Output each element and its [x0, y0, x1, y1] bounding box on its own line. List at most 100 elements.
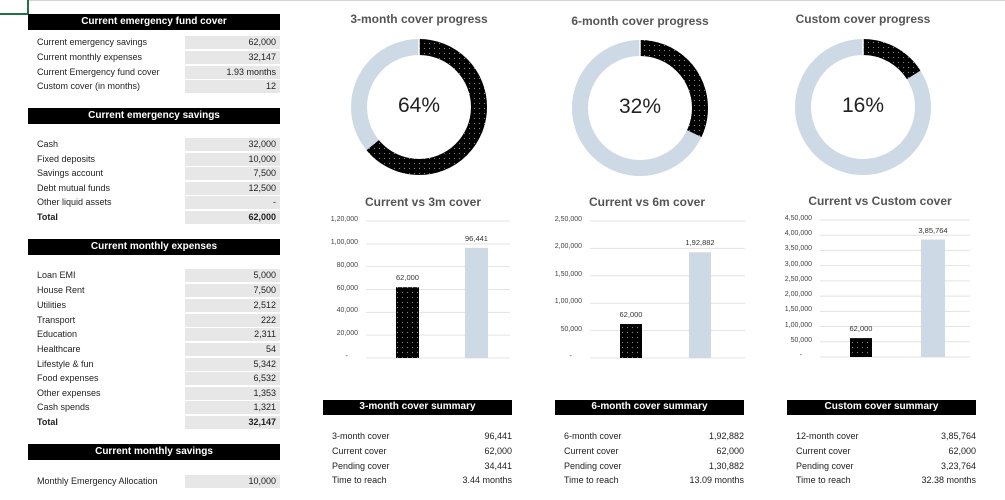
summary-row: Time to reach 32.38 months [796, 474, 976, 487]
y-tick-label: 4,50,000 [784, 215, 812, 222]
summary-label: Pending cover [332, 461, 390, 471]
summary-value[interactable]: 32.38 months [921, 475, 976, 485]
summary-row: Current cover 62,000 [332, 445, 512, 458]
row-value-cell[interactable]: 7,500 [185, 284, 280, 297]
summary-row: 12-month cover 3,85,764 [796, 430, 976, 443]
y-tick-label: 3,00,000 [784, 260, 812, 268]
summary-value[interactable]: 1,30,882 [708, 461, 744, 471]
summary-row: Pending cover 3,23,764 [796, 460, 976, 473]
total-label: Total [37, 417, 58, 427]
summary-value[interactable]: 3,23,764 [940, 461, 976, 471]
total-value-cell[interactable]: 32,147 [185, 416, 280, 429]
row-value-cell[interactable]: 5,000 [185, 269, 280, 282]
y-tick-label: 2,50,000 [784, 275, 812, 283]
bar-chart-title: Current vs 6m cover [588, 195, 706, 209]
summary-header: 6-month cover summary [555, 400, 744, 415]
bar-current [396, 287, 419, 358]
row-value-cell[interactable]: 12 [185, 80, 280, 93]
row-label: Healthcare [37, 344, 81, 354]
summary-row: Time to reach 13.09 months [564, 474, 744, 487]
summary-value[interactable]: 62,000 [948, 446, 976, 456]
row-label: Lifestyle & fun [37, 359, 94, 369]
table-row: Current Emergency fund cover 1.93 months [37, 66, 280, 79]
row-label: Debt mutual funds [37, 183, 111, 193]
row-label: Other expenses [37, 388, 101, 398]
row-value-cell[interactable]: 54 [185, 343, 280, 356]
summary-value[interactable]: 62,000 [484, 446, 512, 456]
row-label: Food expenses [37, 373, 99, 383]
donut-percent-label: 16% [841, 94, 885, 117]
grid-line [29, 0, 1005, 1]
bar-value-label: 62,000 [619, 310, 643, 320]
row-value-cell[interactable]: 1.93 months [185, 66, 280, 79]
summary-header: Custom cover summary [787, 400, 976, 415]
row-value-cell[interactable]: 32,147 [185, 51, 280, 64]
row-value-cell[interactable]: 10,000 [185, 475, 280, 488]
row-value-cell[interactable]: 32,000 [185, 138, 280, 151]
row-label: Utilities [37, 300, 67, 310]
summary-label: 3-month cover [332, 431, 390, 441]
row-value-cell[interactable]: 5,342 [185, 358, 280, 371]
bar-current [850, 338, 872, 357]
row-value-cell[interactable]: 6,532 [185, 372, 280, 385]
table-row: Savings account 7,500 [37, 167, 280, 180]
summary-row: Pending cover 1,30,882 [564, 460, 744, 473]
table-row: Current emergency savings 62,000 [37, 36, 280, 49]
row-value-cell[interactable]: 222 [185, 314, 280, 327]
bar-value-label: 96,441 [465, 233, 488, 243]
expenses-header: Current monthly expenses [28, 239, 280, 255]
row-value-cell[interactable]: 2,311 [185, 328, 280, 341]
row-value-cell[interactable]: - [185, 196, 280, 209]
summary-value[interactable]: 1,92,882 [708, 431, 744, 441]
summary-value[interactable]: 13.09 months [689, 475, 744, 485]
row-value-cell[interactable]: 2,512 [185, 299, 280, 312]
total-value-cell[interactable]: 62,000 [185, 211, 280, 224]
summary-value[interactable]: 3.44 months [462, 475, 512, 485]
table-row: Monthly Emergency Allocation 10,000 [37, 475, 280, 488]
row-label: House Rent [37, 285, 85, 295]
row-value-cell[interactable]: 1,353 [185, 387, 280, 400]
row-label: Custom cover (in months) [37, 81, 141, 91]
y-tick-label: 1,00,000 [554, 298, 582, 306]
row-label: Transport [37, 315, 76, 325]
table-row: Healthcare 54 [37, 343, 280, 356]
bar-value-label: 3,85,764 [918, 225, 948, 235]
summary-value[interactable]: 34,441 [484, 461, 512, 471]
summary-label: Pending cover [564, 461, 622, 471]
summary-label: Time to reach [564, 475, 619, 485]
selected-cell[interactable] [0, 0, 29, 15]
summary-label: 6-month cover [564, 431, 622, 441]
summary-label: Current cover [796, 446, 851, 456]
summary-value[interactable]: 96,441 [484, 431, 512, 441]
bar-target [689, 252, 711, 358]
summary-header: 3-month cover summary [323, 400, 512, 415]
y-tick-label: - [345, 353, 348, 360]
y-tick-label: - [799, 352, 802, 359]
summary-row: Time to reach 3.44 months [332, 474, 512, 487]
bar-target [921, 239, 945, 357]
row-value-cell[interactable]: 10,000 [185, 153, 280, 166]
fund_cover-header: Current emergency fund cover [28, 14, 280, 30]
bar-chart-title: Current vs Custom cover [808, 194, 952, 208]
row-value-cell[interactable]: 12,500 [185, 182, 280, 195]
table-row: Cash 32,000 [37, 138, 280, 151]
savings-header: Current emergency savings [28, 108, 280, 124]
row-value-cell[interactable]: 7,500 [185, 167, 280, 180]
summary-value[interactable]: 3,85,764 [940, 431, 976, 441]
y-tick-label: 1,00,000 [330, 238, 358, 246]
total-row: Total 62,000 [37, 211, 280, 224]
table-row: Food expenses 6,532 [37, 372, 280, 385]
y-tick-label: 2,00,000 [554, 243, 582, 251]
summary-row: Current cover 62,000 [796, 445, 976, 458]
summary-value[interactable]: 62,000 [716, 446, 744, 456]
row-value-cell[interactable]: 1,321 [185, 401, 280, 414]
y-tick-label: 50,000 [560, 325, 582, 333]
row-value-cell[interactable]: 62,000 [185, 36, 280, 49]
table-row: Utilities 2,512 [37, 299, 280, 312]
summary-row: 6-month cover 1,92,882 [564, 430, 744, 443]
summary-row: 3-month cover 96,441 [332, 430, 512, 443]
summary-row: Pending cover 34,441 [332, 460, 512, 473]
donut-percent-label: 64% [397, 94, 441, 117]
donut-percent-label: 32% [618, 95, 662, 118]
total-row: Total 32,147 [37, 416, 280, 429]
